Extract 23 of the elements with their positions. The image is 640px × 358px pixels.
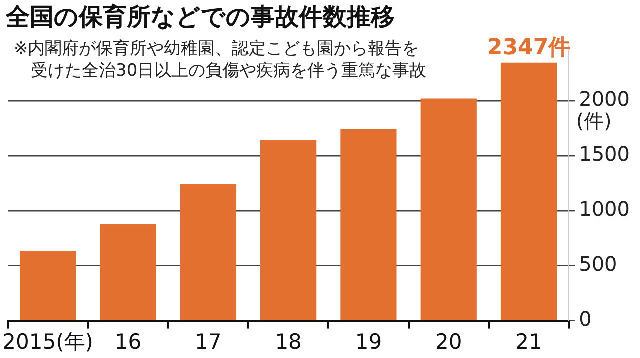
- bar: [100, 224, 156, 320]
- y-tick-label: 1000: [579, 197, 630, 222]
- bar: [340, 130, 397, 320]
- x-tick-label: 2015(年): [2, 330, 94, 354]
- y-tick-label: 0: [579, 307, 592, 332]
- y-tick-label: 2000: [579, 87, 630, 112]
- bar: [20, 252, 76, 320]
- bar: [180, 184, 236, 320]
- annotation: ※内閣府が保育所や幼稚園、認定こども園から報告を受けた全治30日以上の負傷や疾病を伴う重篤な事故: [14, 39, 427, 81]
- chart-title: 全国の保育所などでの事故件数推移: [6, 3, 395, 31]
- x-tick-label: 16: [114, 330, 142, 354]
- data-label: 2347件: [487, 36, 571, 61]
- y-axis-title: (件): [576, 108, 612, 133]
- x-tick-label: 20: [436, 330, 462, 354]
- x-tick-label: 21: [516, 330, 542, 354]
- y-tick-label: 1500: [579, 142, 630, 166]
- x-tick-label: 17: [195, 330, 222, 354]
- x-tick-label: 19: [355, 330, 382, 354]
- bar: [260, 140, 317, 320]
- bar: [420, 98, 477, 320]
- bar: [500, 62, 558, 320]
- x-tick-label: 18: [275, 330, 302, 354]
- y-tick-label: 500: [579, 252, 618, 276]
